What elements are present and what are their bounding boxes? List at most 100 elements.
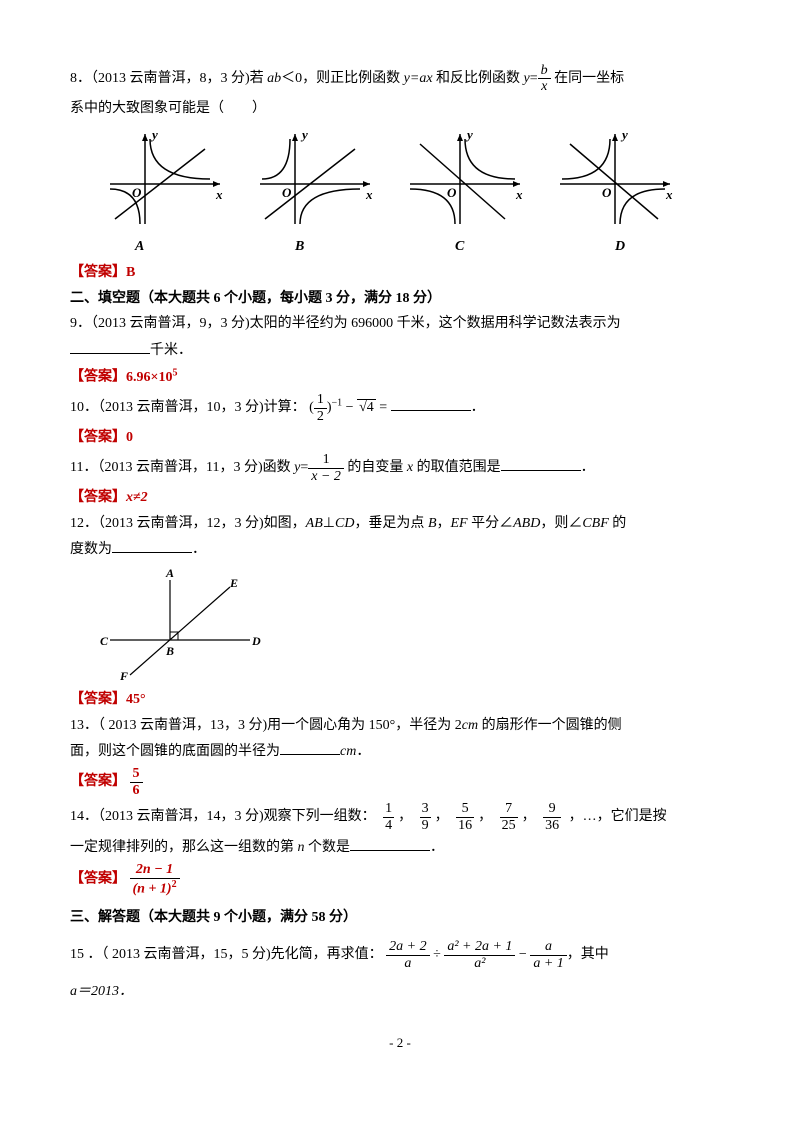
- q13-line2: 面，则这个圆锥的底面圆的半径为 cm．: [70, 740, 730, 763]
- q8-text-d: 在同一坐标: [551, 71, 625, 86]
- q12-stem: 12．（2013 云南普洱，12，3 分)如图，AB⊥CD，垂足为点 B，EF …: [70, 513, 730, 535]
- q8-graph-c: x y O: [390, 124, 540, 234]
- q12-b: AB: [306, 516, 323, 531]
- svg-text:x: x: [515, 187, 523, 202]
- q12-answer-label: 【答案】: [70, 692, 126, 707]
- q12-f: B: [428, 516, 437, 531]
- q10-minus: −: [342, 400, 357, 415]
- q8-answer-val: B: [126, 265, 135, 280]
- q12-j: ABD: [513, 516, 540, 531]
- q15-stem: 15 ．（ 2013 云南普洱，15，5 分)先化简，再求值： 2a + 2a …: [70, 939, 730, 971]
- q8-ab: ab: [267, 71, 281, 86]
- q8-label-c: C: [410, 236, 570, 258]
- q13-answer-label: 【答案】: [70, 775, 126, 790]
- q14-an: 2n − 1: [130, 862, 180, 878]
- q14-f0: 14: [383, 801, 394, 833]
- q8-answer-label: 【答案】: [70, 265, 126, 280]
- q13-a: 13．（ 2013 云南普洱，13，3 分)用一个圆心角为 150°，半径为 2: [70, 718, 462, 733]
- q15-minus: −: [515, 947, 530, 962]
- q11-text-a: 11．（2013 云南普洱，11，3 分)函数: [70, 460, 294, 475]
- svg-text:y: y: [620, 127, 628, 142]
- q14-blank: [350, 836, 430, 851]
- q8-graph-a: x y O: [90, 124, 240, 234]
- q8-text-c: 和反比例函数: [433, 71, 524, 86]
- q12-c: ⊥: [323, 516, 335, 531]
- q13-l2b: cm: [340, 744, 356, 759]
- q12-a: 12．（2013 云南普洱，12，3 分)如图，: [70, 516, 306, 531]
- q12-d: CD: [335, 516, 354, 531]
- q9-stem: 9．（2013 云南普洱，9，3 分)太阳的半径约为 696000 千米，这个数…: [70, 313, 730, 335]
- fig-f: F: [119, 669, 128, 683]
- svg-text:y: y: [150, 127, 158, 142]
- q13-stem: 13．（ 2013 云南普洱，13，3 分)用一个圆心角为 150°，半径为 2…: [70, 715, 730, 737]
- q11-answer-val: x≠2: [126, 490, 148, 505]
- q13-b: cm: [462, 718, 478, 733]
- q12-h: EF: [451, 516, 468, 531]
- q12-line2: 度数为．: [70, 538, 730, 561]
- q14-f3: 725: [500, 801, 518, 833]
- q8-graph-d: x y O: [540, 124, 690, 234]
- q10-sqrt: 4: [367, 400, 374, 415]
- q10-exp: −1: [332, 398, 343, 409]
- q15-b: ，其中: [567, 947, 609, 962]
- q13-an: 5: [130, 766, 143, 782]
- q12-g: ，: [437, 516, 451, 531]
- q8-text-b: ＜0，则正比例函数: [281, 71, 404, 86]
- q10-answer-label: 【答案】: [70, 430, 126, 445]
- q8-answer: 【答案】B: [70, 262, 730, 284]
- q15-a: 15 ．（ 2013 云南普洱，15，5 分)先化简，再求值：: [70, 947, 383, 962]
- q8-graphs: x y O x y O x y O x y O: [90, 124, 730, 234]
- q13-l2c: ．: [356, 744, 370, 759]
- svg-text:O: O: [447, 185, 457, 200]
- q11-stem: 11．（2013 云南普洱，11，3 分)函数 y=1x − 2 的自变量 x …: [70, 452, 730, 484]
- q10-blank: [391, 396, 471, 411]
- q14-f2: 516: [456, 801, 474, 833]
- q8-labels: A B C D: [90, 236, 730, 258]
- svg-text:y: y: [300, 127, 308, 142]
- q13-blank: [280, 740, 340, 755]
- q11-text-c: 的取值范围是: [413, 460, 501, 475]
- q15-f3: aa + 1: [530, 939, 566, 971]
- q9-line2: 千米．: [70, 339, 730, 362]
- q11-blank: [501, 456, 581, 471]
- q14-ad: (n + 1)2: [130, 879, 180, 897]
- q9-ans-a: 6.96×10: [126, 370, 172, 385]
- q9-answer: 【答案】6.96×105: [70, 365, 730, 389]
- svg-text:x: x: [665, 187, 673, 202]
- q8-stem2: 系中的大致图象可能是（ ）: [70, 98, 730, 120]
- q14-l2b: n: [298, 840, 305, 855]
- q10-num: 1: [314, 392, 327, 408]
- fig-b: B: [165, 644, 174, 658]
- q9-ans-exp: 5: [172, 367, 177, 378]
- q11-y: y: [294, 460, 300, 475]
- q14-b: ，…，它们是按: [569, 809, 667, 824]
- q8-label-d: D: [570, 236, 730, 258]
- q10-formula: (12)−1 − √4 =: [309, 400, 390, 415]
- q12-e: ，垂足为点: [354, 516, 428, 531]
- q11-answer: 【答案】x≠2: [70, 487, 730, 509]
- q11-frac: 1x − 2: [308, 452, 344, 484]
- q11-num: 1: [308, 452, 344, 468]
- q12-k: ，则∠: [540, 516, 582, 531]
- q8-graph-b: x y O: [240, 124, 390, 234]
- q14-f4: 936: [543, 801, 561, 833]
- q15-line2: a＝2013．: [70, 981, 730, 1003]
- q12-i: 平分∠: [468, 516, 514, 531]
- q15-f1: 2a + 2a: [386, 939, 429, 971]
- q12-m: 的: [609, 516, 627, 531]
- q12-answer-val: 45°: [126, 692, 146, 707]
- q13-ans-frac: 56: [130, 766, 143, 798]
- q11-answer-label: 【答案】: [70, 490, 126, 505]
- q15-div: ÷: [430, 947, 445, 962]
- q13-l2a: 面，则这个圆锥的底面圆的半径为: [70, 744, 280, 759]
- q10-answer-val: 0: [126, 430, 133, 445]
- q8-label-b: B: [250, 236, 410, 258]
- q13-c: 的扇形作一个圆锥的侧: [478, 718, 622, 733]
- page-number: - 2 -: [70, 1033, 730, 1054]
- fig-d: D: [251, 634, 261, 648]
- section3-header: 三、解答题（本大题共 9 个小题，满分 58 分）: [70, 907, 730, 929]
- q10-text: 10．（2013 云南普洱，10，3 分)计算：: [70, 400, 306, 415]
- q13-ad: 6: [130, 783, 143, 798]
- q14-l2c: 个数是: [305, 840, 351, 855]
- q12-blank: [112, 538, 192, 553]
